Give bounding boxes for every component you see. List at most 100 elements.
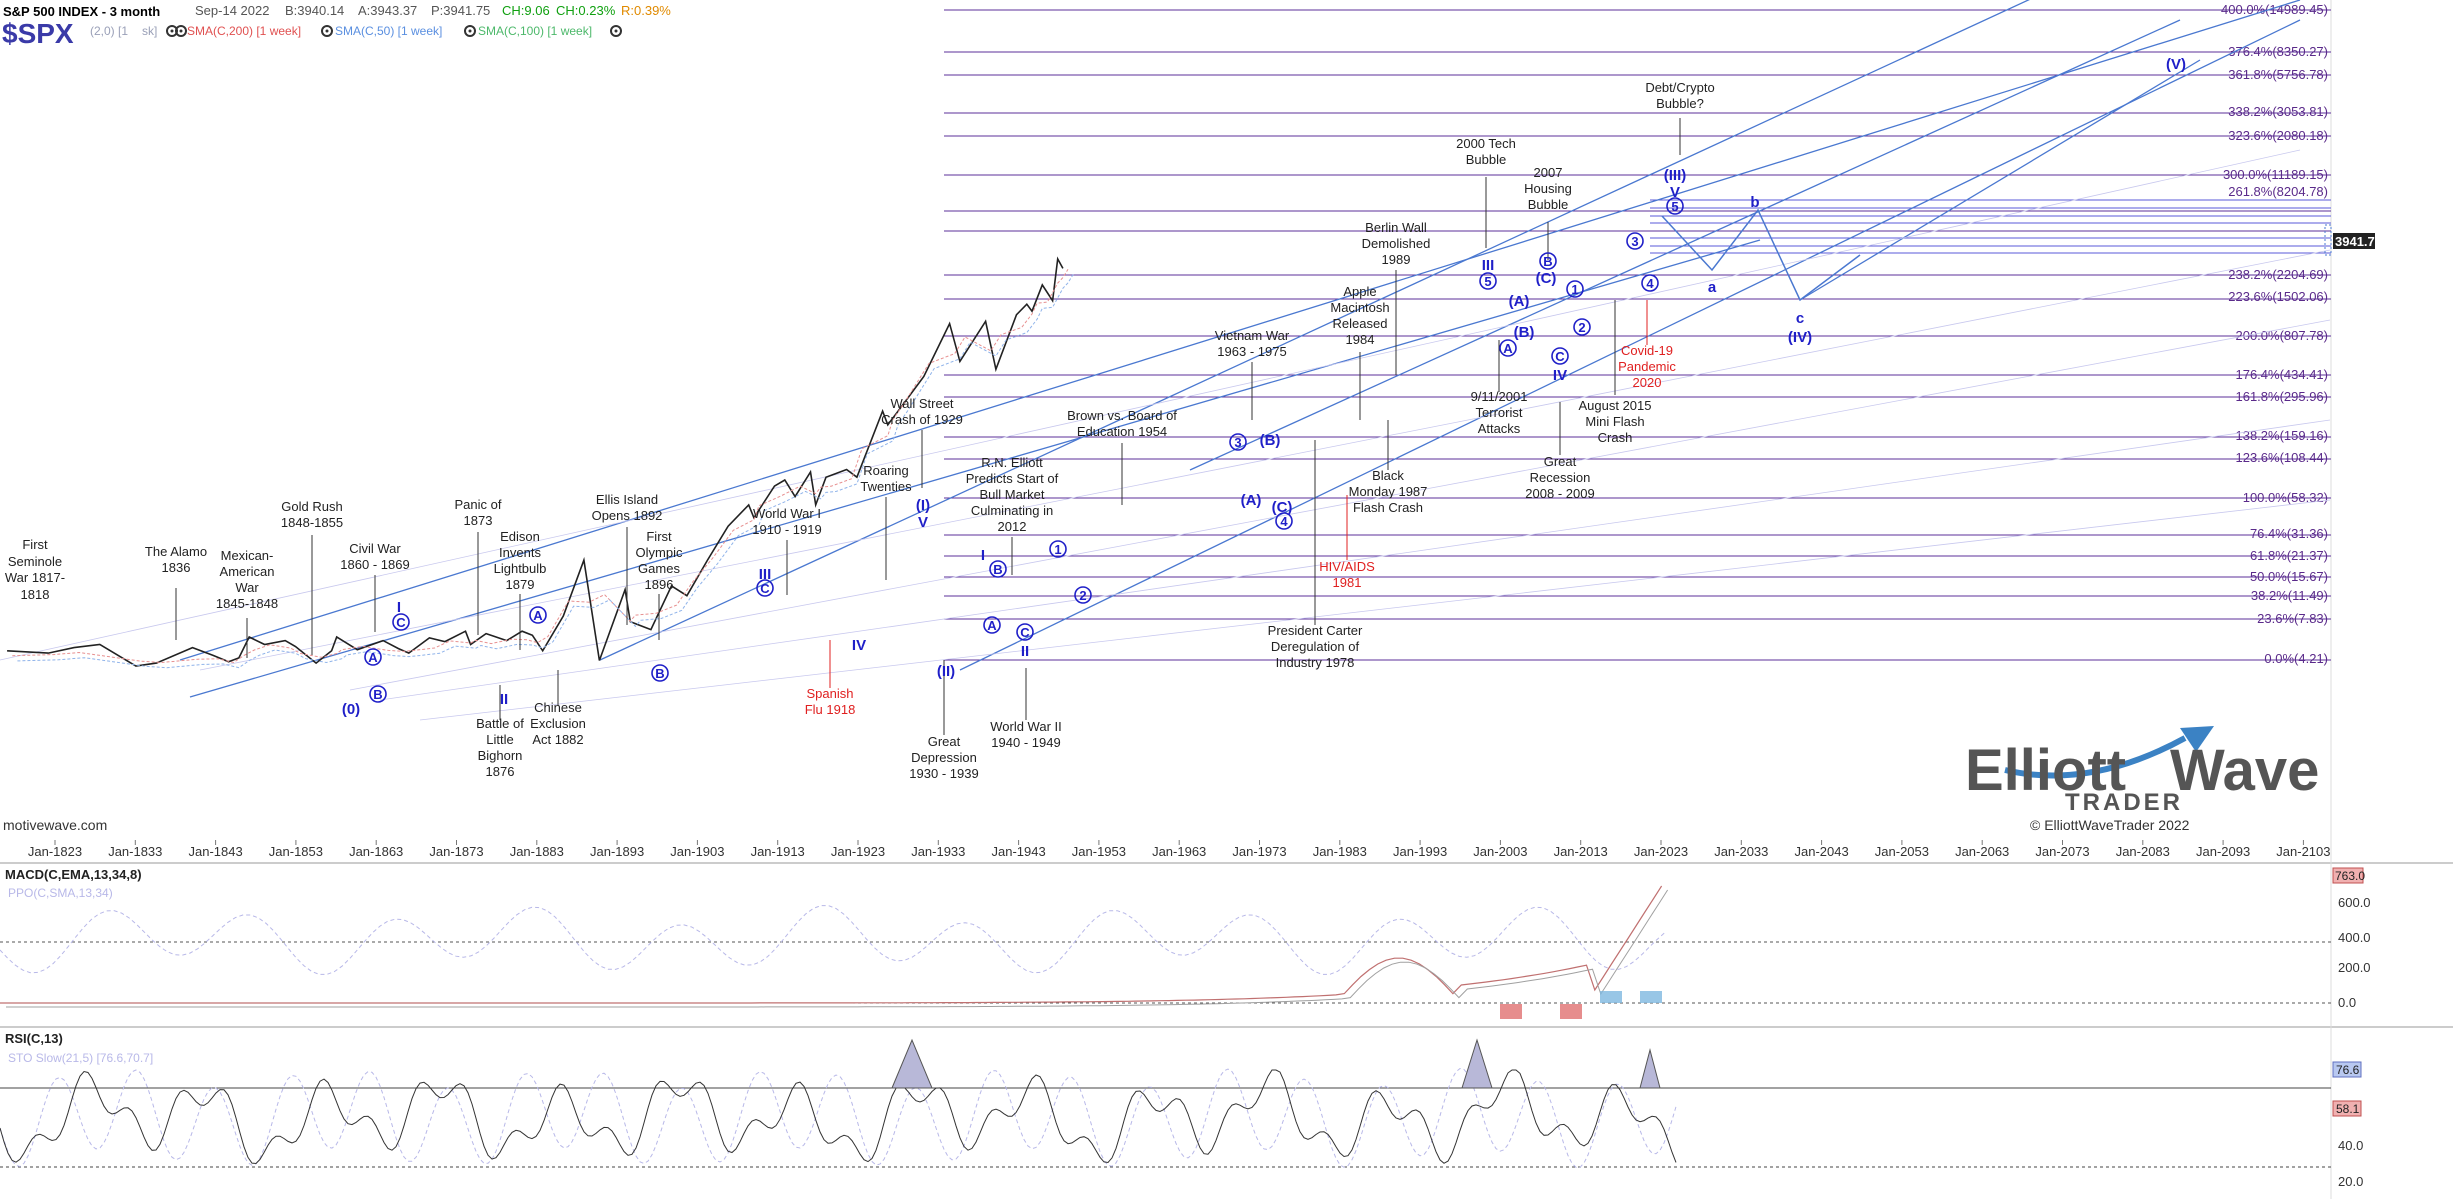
rsi-tick-20: 20.0 [2338,1174,2363,1189]
event-label: Berlin Wall [1365,220,1427,235]
header-range: R:0.39% [621,3,671,18]
symbol-label: $SPX [2,18,74,49]
event-label: Gold Rush [281,499,342,514]
channel-line [349,319,2331,691]
event-label: Black [1372,468,1404,483]
channel-line [1189,19,2181,471]
event-label: 1845-1848 [216,596,278,611]
wave-label: (B) [1514,324,1535,341]
event-label: 1963 - 1975 [1217,344,1286,359]
wave-label: c [1796,310,1804,327]
settings-icon-4[interactable] [610,25,622,37]
fib-label: 38.2%(11.49) [2251,588,2328,603]
wave-label: (C) [1536,270,1557,287]
sma-200-line [12,269,1069,664]
logo-word-wave: Wave [2170,738,2319,803]
rsi-title: RSI(C,13) [5,1031,63,1046]
fib-label: 0.0%(4.21) [2264,651,2328,666]
event-label: Civil War [349,541,401,556]
event-label: Demolished [1362,236,1431,251]
last-price-value: 3941.75 [2335,234,2382,249]
wave-label: I [397,599,401,616]
wave-label: III [1482,257,1495,274]
settings-icon-2[interactable] [321,25,333,37]
header-change-pct: CH:0.23% [556,3,616,18]
x-tick-label: Jan-1963 [1152,844,1206,859]
ppo-line [0,905,1665,975]
event-label: Deregulation of [1271,639,1360,654]
x-tick-label: Jan-1873 [429,844,483,859]
event-label: Little [486,732,513,747]
wave-label: C [760,581,770,596]
x-tick-label: Jan-1863 [349,844,403,859]
event-label: 1818 [21,587,50,602]
event-label: Lightbulb [494,561,547,576]
event-label: World War II [990,719,1062,734]
event-label: Great [1544,454,1577,469]
wave-circle [1539,252,1557,270]
macd-signal-line [6,889,1669,1008]
wave-circle [529,606,547,624]
x-tick-label: Jan-1933 [911,844,965,859]
event-label: President Carter [1268,623,1363,638]
x-tick-label: Jan-1893 [590,844,644,859]
wave-label: (V) [2166,56,2186,73]
macd-lines [0,885,1669,1019]
event-label: Pandemic [1618,359,1676,374]
wave-circle [1666,197,1684,215]
channel-line [599,0,2030,661]
event-label: 2008 - 2009 [1525,486,1594,501]
wave-label: (A) [1509,293,1530,310]
wave-label: A [533,608,543,623]
rsi-panel: RSI(C,13) STO Slow(21,5) [76.6,70.7] 40.… [0,1031,2363,1189]
event-label: 1836 [162,560,191,575]
wave-circle [369,685,387,703]
wave-label: V [1670,184,1680,201]
wave-label: a [1708,279,1717,296]
event-label: 1860 - 1869 [340,557,409,572]
fib-label: 61.8%(21.37) [2250,548,2328,563]
event-label: Mexican- [221,548,274,563]
wave-circle [1049,540,1067,558]
x-tick-label: Jan-2043 [1794,844,1848,859]
wave-label: A [1503,341,1513,356]
event-label: Battle of [476,716,524,731]
event-label: Macintosh [1330,300,1389,315]
event-label: Chinese [534,700,582,715]
elliottwave-logo: Elliott Wave TRADER © ElliottWaveTrader … [1965,726,2319,833]
event-label: Attacks [1478,421,1521,436]
settings-icon-1[interactable] [175,25,187,37]
wave-circle [1229,433,1247,451]
event-label: The Alamo [145,544,207,559]
channel-line [959,19,2301,671]
wave-circle [1074,586,1092,604]
event-label: Culminating in [971,503,1053,518]
event-label: Brown vs. Board of [1067,408,1177,423]
macd-line [0,885,1663,1004]
x-tick-label: Jan-2083 [2116,844,2170,859]
event-label: August 2015 [1578,398,1651,413]
event-label: Debt/Crypto [1645,80,1714,95]
x-tick-label: Jan-2013 [1554,844,1608,859]
logo-arrow-icon [2180,726,2214,752]
event-label: 1940 - 1949 [991,735,1060,750]
wave-label: C [1020,625,1030,640]
chart-header: S&P 500 INDEX - 3 month Sep-14 2022 B:39… [2,3,671,49]
projection-box [2324,224,2332,256]
event-label: War 1817- [5,570,65,585]
wave-label: I [981,547,985,564]
event-label: Vietnam War [1215,328,1290,343]
header-price: P:3941.75 [431,3,490,18]
event-label: Apple [1343,284,1376,299]
sto-line [0,1067,1677,1168]
event-label: Opens 1892 [592,508,663,523]
wave-circle [651,664,669,682]
wave-label: B [1543,254,1552,269]
fib-label: 323.6%(2080.18) [2228,128,2328,143]
sto-last-value: 58.1 [2336,1102,2360,1116]
event-label: Wall Street [890,396,953,411]
x-tick-label: Jan-1943 [991,844,1045,859]
settings-icon-3[interactable] [464,25,476,37]
study-label-1: sk] [142,24,157,38]
